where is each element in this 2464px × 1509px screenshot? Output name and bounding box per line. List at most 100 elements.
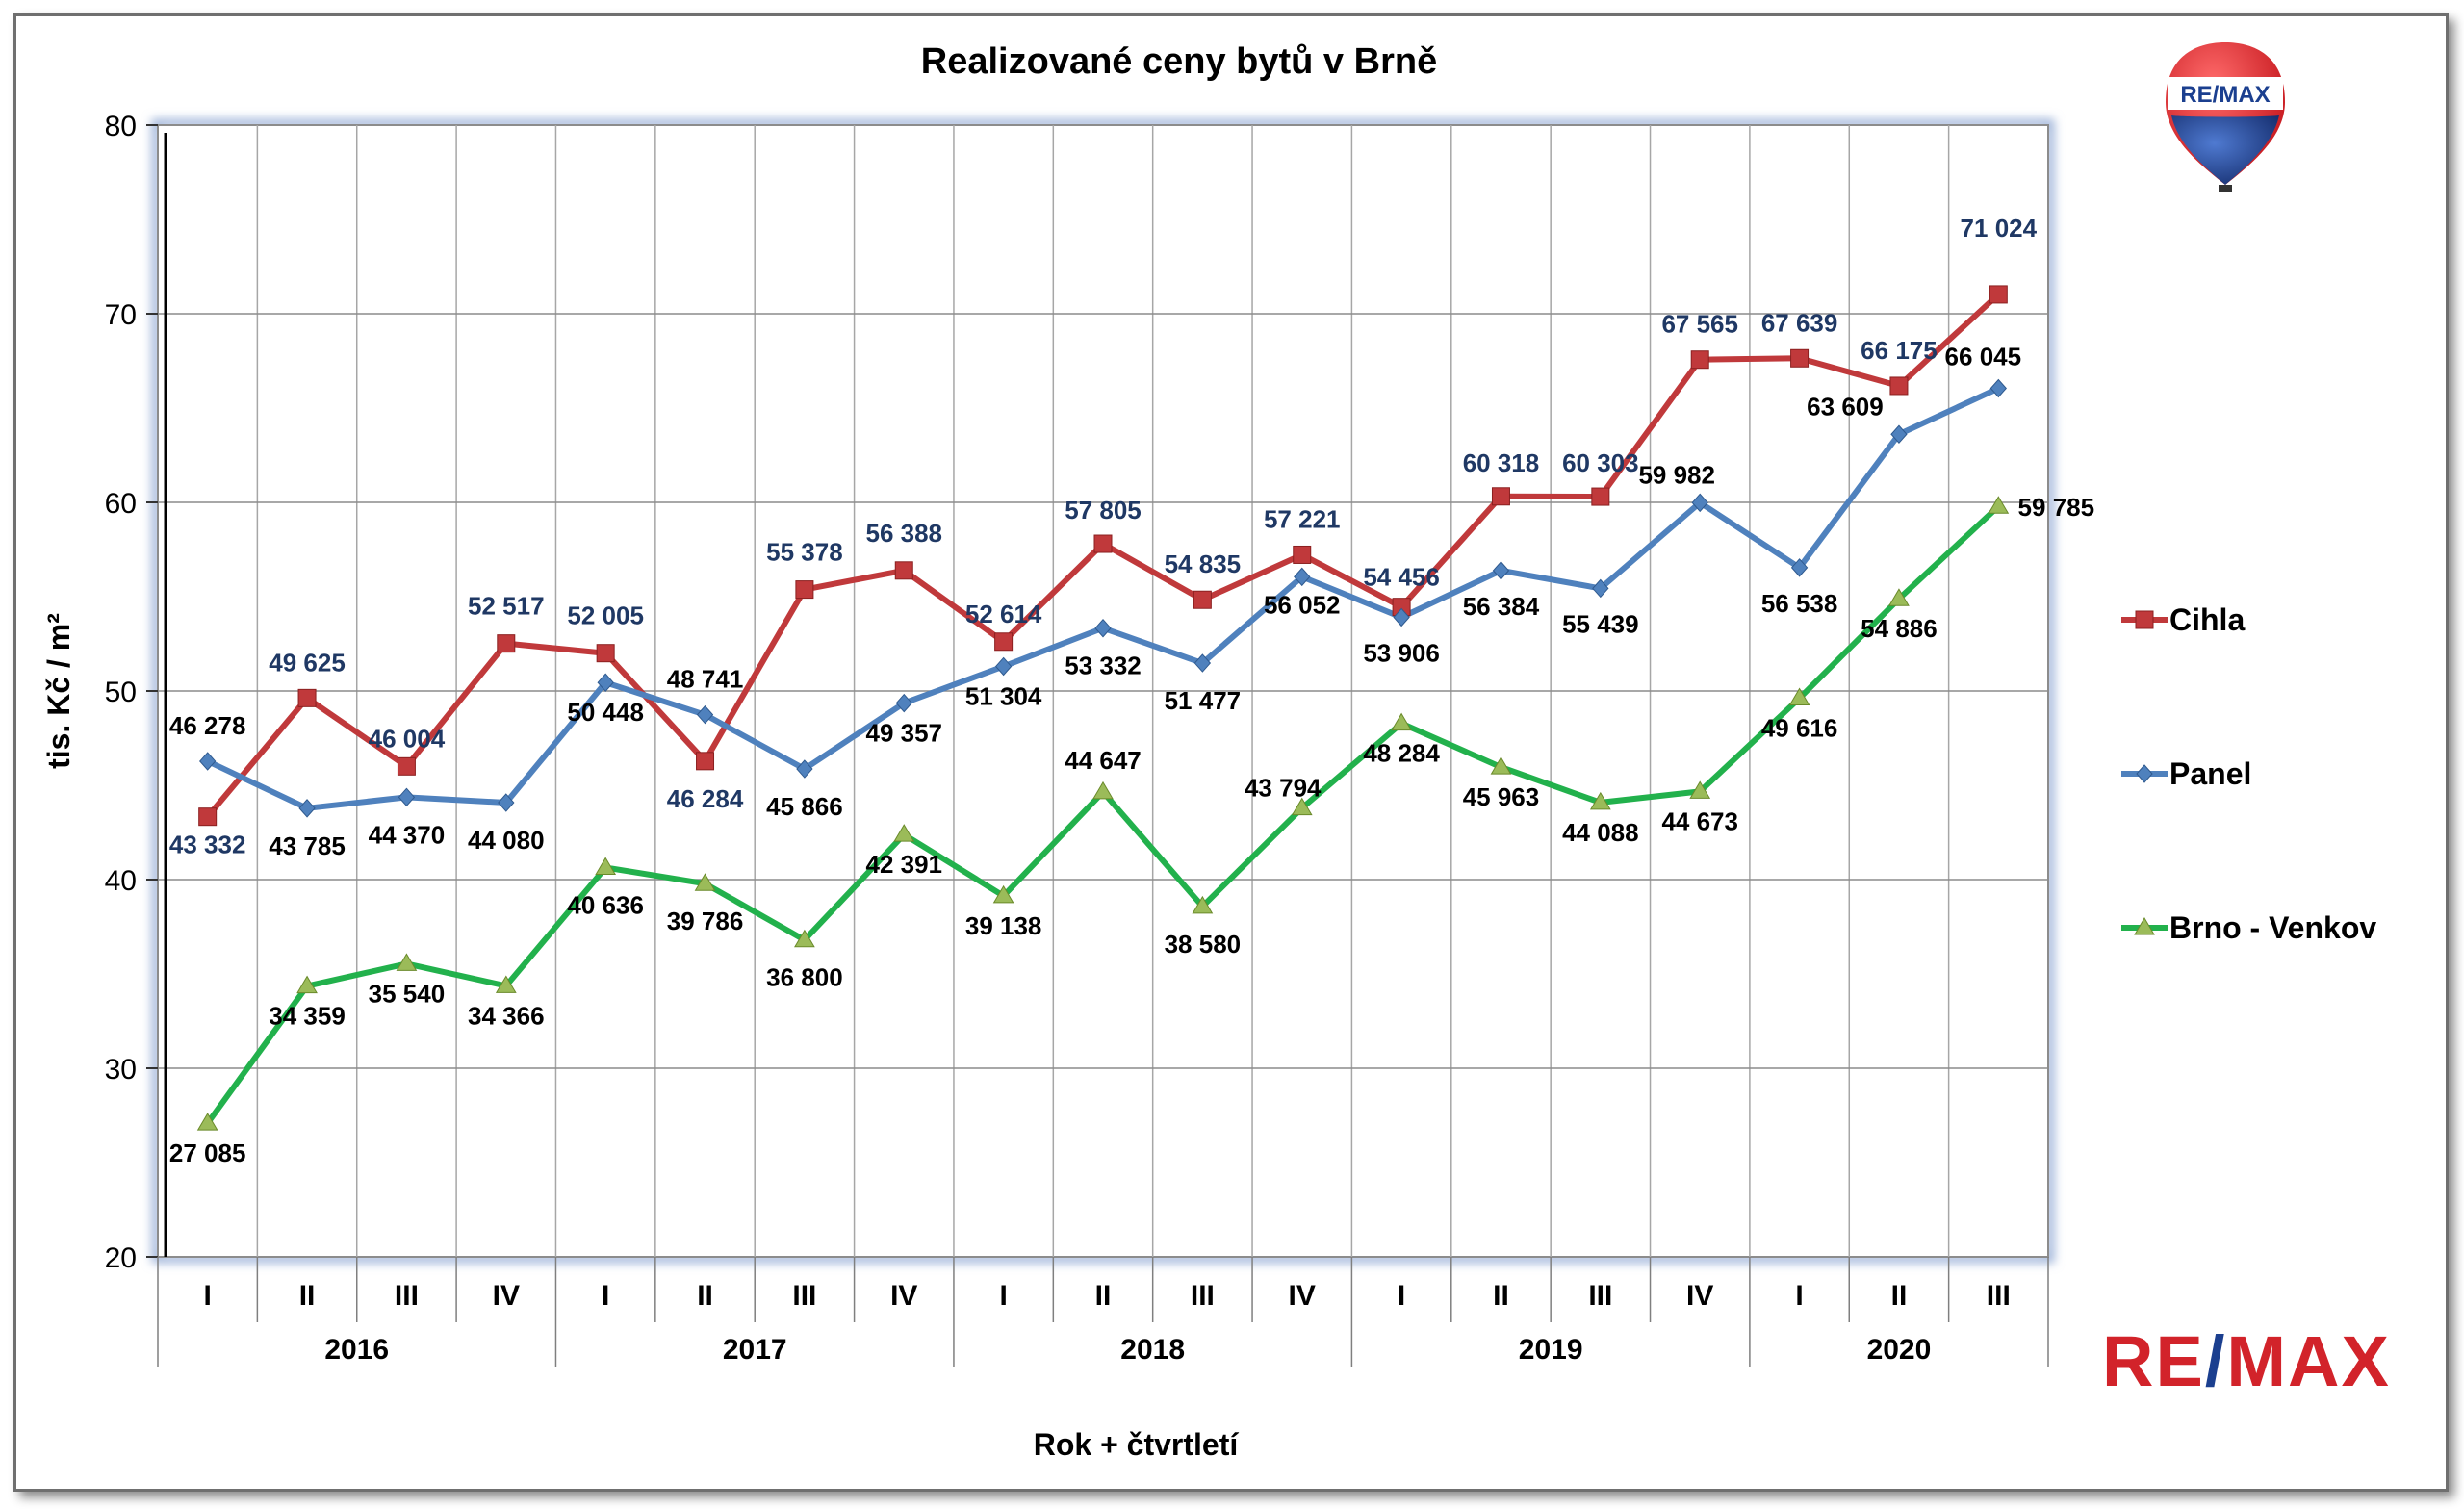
x-tick-label: I [602, 1280, 609, 1312]
data-point-marker [1889, 376, 1909, 396]
x-year-label: 2019 [1519, 1334, 1583, 1366]
data-label: 44 647 [1065, 746, 1142, 775]
data-label: 52 614 [965, 600, 1042, 628]
data-point-marker [1491, 487, 1510, 506]
data-point-marker [296, 975, 318, 994]
x-tick-label: I [204, 1280, 212, 1312]
data-label: 48 284 [1363, 739, 1440, 768]
data-point-marker [398, 787, 416, 807]
y-tick-label: 60 [105, 488, 137, 520]
data-label: 66 175 [1861, 336, 1938, 365]
x-tick-label: II [1493, 1280, 1509, 1312]
x-year-label: 2016 [324, 1334, 389, 1366]
x-tick-label: IV [890, 1280, 917, 1312]
data-point-marker [498, 793, 515, 812]
data-point-marker [397, 756, 416, 776]
data-label: 56 538 [1761, 589, 1838, 618]
data-label: 43 794 [1245, 774, 1322, 803]
data-label: 39 786 [667, 907, 744, 935]
data-point-marker [893, 824, 915, 842]
y-axis-label: tis. Kč / m² [41, 613, 76, 769]
y-tick-label: 20 [105, 1242, 137, 1274]
data-label: 71 024 [1961, 214, 2038, 243]
data-label: 55 378 [766, 538, 843, 567]
remax-wordmark-logo: RE/MAX [2102, 1321, 2391, 1401]
data-label: 27 085 [169, 1138, 246, 1167]
x-tick-label: III [792, 1280, 816, 1312]
data-point-marker [1291, 797, 1313, 816]
y-tick-label: 30 [105, 1054, 137, 1086]
data-label: 49 616 [1761, 714, 1838, 743]
x-tick-label: III [1588, 1280, 1612, 1312]
data-label: 56 388 [865, 519, 942, 548]
data-label: 35 540 [369, 979, 446, 1008]
data-point-marker [1689, 780, 1711, 799]
data-label: 55 439 [1562, 609, 1639, 638]
data-point-marker [1492, 561, 1510, 580]
data-point-marker [1790, 558, 1809, 577]
data-label: 53 906 [1363, 638, 1440, 667]
x-axis: I II III IV I II III IV I II III IV I II III IV I II III20… [157, 1257, 2049, 1367]
y-tick-label: 80 [105, 111, 137, 142]
data-point-marker [1691, 493, 1708, 513]
data-point-marker [1093, 534, 1113, 553]
x-tick-label: I [1795, 1280, 1803, 1312]
data-label: 56 052 [1264, 590, 1341, 619]
horizontal-gridlines [158, 313, 2048, 1069]
data-label: 60 303 [1562, 448, 1639, 477]
data-point-marker [1094, 618, 1112, 638]
data-point-marker [596, 644, 615, 663]
x-tick-label: II [299, 1280, 316, 1312]
data-label: 46 284 [667, 784, 744, 813]
data-label: 52 517 [468, 592, 545, 621]
data-point-marker [2135, 610, 2154, 629]
data-point-marker [199, 752, 217, 771]
data-point-marker [694, 873, 716, 891]
x-tick-label: IV [1289, 1280, 1316, 1312]
data-point-marker [994, 632, 1014, 652]
data-point-marker [796, 759, 813, 779]
data-label: 46 278 [169, 711, 246, 740]
data-label: 52 005 [567, 601, 644, 630]
data-label: 49 625 [269, 648, 346, 677]
data-point-marker [396, 953, 418, 971]
data-label: 59 785 [2018, 493, 2095, 522]
chart-title: Realizované ceny bytů v Brně [921, 41, 1437, 82]
data-point-marker [1393, 607, 1410, 627]
data-label: 40 636 [567, 891, 644, 920]
y-tick-label: 40 [105, 865, 137, 897]
data-label: 67 565 [1661, 310, 1738, 339]
legend-label: Brno - Venkov [2169, 910, 2376, 945]
y-tick-label: 50 [105, 677, 137, 708]
data-label: 34 366 [468, 1001, 545, 1030]
balloon-logo-text: RE/MAX [2180, 82, 2270, 108]
data-label: 54 835 [1165, 550, 1242, 578]
data-point-marker [1592, 578, 1609, 599]
data-point-marker [1391, 712, 1412, 731]
data-point-marker [992, 884, 1014, 904]
data-label: 53 332 [1065, 652, 1142, 680]
x-tick-label: IV [1686, 1280, 1713, 1312]
data-point-marker [1790, 348, 1810, 368]
data-label: 50 448 [567, 698, 644, 727]
data-point-marker [1890, 424, 1908, 445]
data-point-marker [1092, 780, 1114, 800]
data-point-marker [495, 975, 517, 993]
data-label: 43 785 [269, 831, 346, 860]
x-tick-label: III [1987, 1280, 2011, 1312]
data-label: 57 221 [1264, 504, 1341, 533]
series-markers [196, 285, 2010, 1131]
data-label: 43 332 [169, 831, 246, 859]
data-label: 66 045 [1945, 343, 2022, 371]
data-point-marker [198, 807, 218, 827]
data-point-marker [1591, 487, 1610, 506]
data-labels: 43 332 49 625 46 004 52 517 52 005 46 284 55 3… [169, 214, 2094, 1167]
data-label: 57 805 [1065, 496, 1142, 524]
data-label: 44 080 [468, 826, 545, 855]
data-label: 49 357 [865, 719, 942, 748]
data-point-marker [1888, 588, 1910, 606]
data-label: 44 088 [1562, 818, 1639, 847]
x-tick-label: III [395, 1280, 419, 1312]
data-point-marker [1989, 285, 2008, 304]
